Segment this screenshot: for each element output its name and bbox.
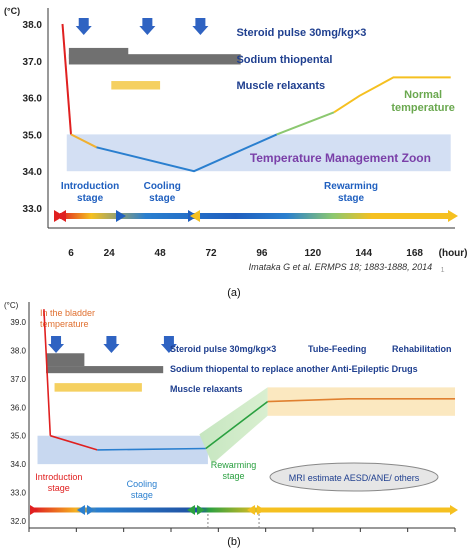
temperature-line-segment	[43, 309, 52, 436]
x-tick-label-a: 6	[68, 248, 74, 259]
timeline-arrowhead-icon	[56, 210, 66, 222]
stage-label-b: Cooling	[127, 479, 158, 489]
temperature-line-segment	[333, 76, 451, 114]
temperature-line-segment	[96, 133, 278, 173]
thiopental-bar	[46, 353, 85, 367]
tube-feeding-label: Tube-Feeding	[308, 344, 366, 354]
timeline-arrowhead-icon	[116, 210, 126, 222]
x-tick-label-a: 144	[355, 248, 372, 259]
timeline-arrowhead-icon	[448, 210, 458, 222]
stage-label-b: stage	[48, 483, 70, 493]
normal-temperature-label: Normal	[404, 89, 442, 101]
arrow-down-icon	[48, 336, 65, 353]
x-tick-label-a: 168	[406, 248, 423, 259]
bladder-label: In the bladder	[40, 308, 95, 318]
bladder-label: temperature	[40, 319, 89, 329]
timeline-arrowhead-icon	[450, 505, 458, 515]
temperature-line-segment	[276, 111, 335, 136]
y-tick-label-b: 35.0	[10, 432, 26, 441]
treatment-label-b: Muscle relaxants	[170, 384, 243, 394]
stage-label-b: stage	[131, 490, 153, 500]
x-tick-label-a: 24	[104, 248, 116, 259]
stage-label-a: stage	[77, 193, 104, 204]
y-tick-label-b: 39.0	[10, 318, 26, 327]
stage-label-b: stage	[222, 471, 244, 481]
timeline-arrowhead-icon	[30, 505, 38, 515]
timeline-arrowhead-icon	[187, 505, 195, 515]
treatment-label: Muscle relaxants	[236, 80, 325, 92]
y-tick-label-a: 37.0	[23, 57, 43, 68]
y-tick-label-a: 35.0	[23, 130, 43, 141]
rewarming-band	[199, 387, 268, 465]
zone-label: Temperature Management Zoon	[250, 151, 431, 165]
y-tick-label-b: 32.0	[10, 517, 26, 526]
temperature-line-segment	[50, 434, 98, 451]
arrow-down-icon	[75, 18, 92, 35]
normal-temperature-label: temperature	[391, 102, 455, 114]
stage-label-b: Rewarming	[211, 460, 257, 470]
temperature-line-segment	[205, 400, 269, 450]
arrow-down-icon	[139, 18, 156, 35]
timeline-arrowhead-icon	[190, 210, 200, 222]
temperature-line-segment	[61, 23, 72, 135]
y-axis-unit-a: (°C)	[4, 6, 20, 16]
stage-label-b: Introduction	[35, 472, 82, 482]
thiopental-bar	[68, 47, 129, 59]
panel-mark: 1	[441, 267, 445, 274]
stage-label-a: Cooling	[144, 181, 181, 192]
x-tick-label-a: 120	[304, 248, 321, 259]
arrow-down-icon	[160, 336, 177, 353]
timeline-arrowhead-icon	[87, 505, 95, 515]
treatment-label-b: Steroid pulse 30mg/kg×3	[170, 344, 276, 354]
panel-label-a: (a)	[227, 287, 240, 299]
muscle-relaxant-bar	[111, 81, 161, 90]
x-tick-label-a: 96	[256, 248, 268, 259]
y-tick-label-a: 36.0	[23, 94, 43, 105]
temperature-zone-a	[66, 134, 451, 172]
y-axis-unit-b: (°C)	[4, 301, 19, 310]
treatment-label: Sodium thiopental	[236, 54, 332, 66]
timeline-arrowhead-icon	[197, 505, 205, 515]
y-tick-label-b: 34.0	[10, 460, 26, 469]
arrow-down-icon	[103, 336, 120, 353]
timeline-bar-a	[60, 213, 450, 219]
timeline-arrowhead-icon	[77, 505, 85, 515]
y-tick-label-b: 33.0	[10, 489, 26, 498]
mri-label: MRI estimate AESD/ANE/ others	[289, 473, 420, 483]
temperature-line-segment	[97, 447, 206, 451]
rehabilitation-label: Rehabilitation	[392, 344, 452, 354]
timeline-arrowhead-icon	[247, 505, 255, 515]
y-tick-label-b: 37.0	[10, 375, 26, 384]
temperature-zone-b	[267, 387, 455, 416]
y-tick-label-b: 38.0	[10, 346, 26, 355]
mri-ellipse	[269, 462, 439, 492]
muscle-relaxant-bar	[54, 383, 142, 392]
timeline-arrowhead-icon	[257, 505, 265, 515]
thiopental-bar	[46, 366, 164, 374]
stage-label-a: stage	[338, 193, 365, 204]
y-tick-label-a: 38.0	[23, 20, 43, 31]
stage-label-a: stage	[149, 193, 176, 204]
x-axis-unit-a: (hour)	[439, 248, 468, 259]
thiopental-bar	[68, 54, 241, 65]
y-tick-label-b: 36.0	[10, 403, 26, 412]
stage-label-a: Rewarming	[324, 181, 378, 192]
arrow-down-icon	[192, 18, 209, 35]
timeline-bar-b	[34, 507, 450, 513]
treatment-label-b: Sodium thiopental to replace another Ant…	[170, 364, 418, 374]
y-tick-label-a: 34.0	[23, 167, 43, 178]
x-tick-label-a: 72	[205, 248, 217, 259]
citation: Imataka G et al. ERMPS 18; 1883-1888, 20…	[249, 262, 433, 272]
temperature-line-segment	[267, 397, 455, 403]
stage-label-a: Introduction	[61, 181, 119, 192]
temperature-line-segment	[70, 133, 97, 149]
x-tick-label-a: 48	[155, 248, 167, 259]
panel-label-b: (b)	[227, 536, 240, 548]
treatment-label: Steroid pulse 30mg/kg×3	[236, 27, 366, 39]
y-tick-label-a: 33.0	[23, 204, 43, 215]
